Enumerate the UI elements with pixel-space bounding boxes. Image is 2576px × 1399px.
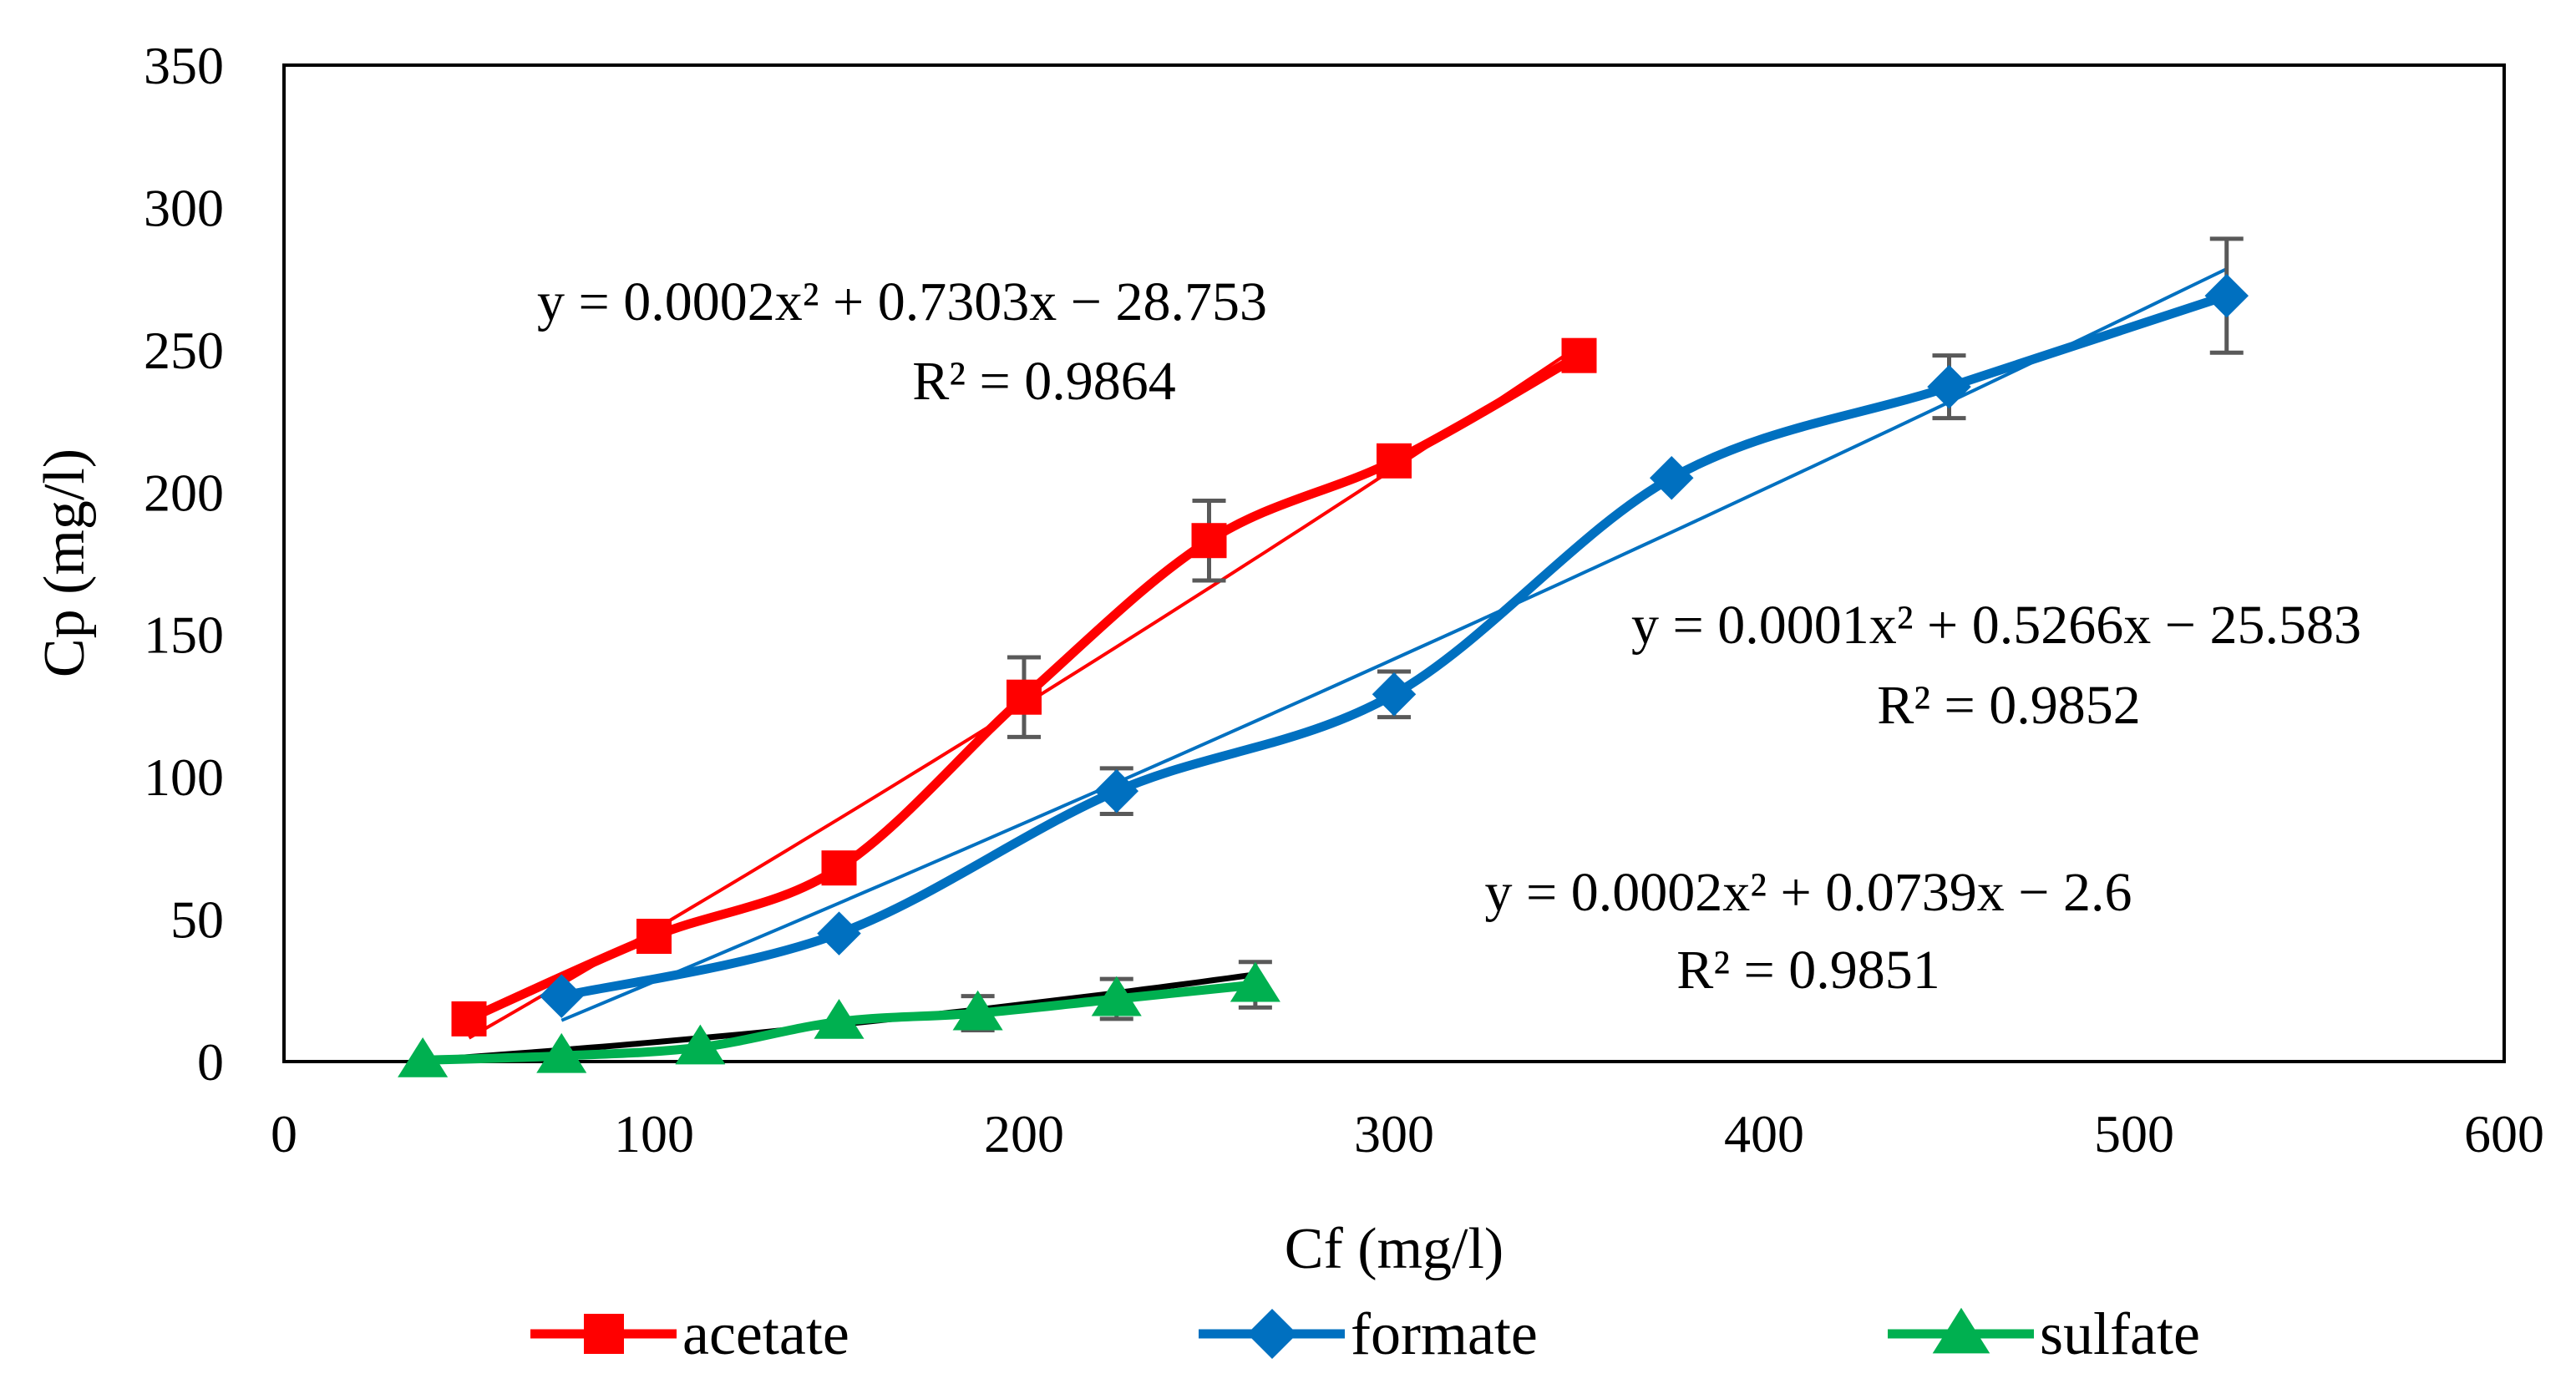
acetate-point xyxy=(1191,523,1227,559)
legend-item-acetate: acetate xyxy=(530,1300,849,1367)
acetate-point xyxy=(451,1001,487,1037)
legend-marker-sulfate xyxy=(1932,1307,1990,1354)
legend-label-sulfate: sulfate xyxy=(2040,1300,2200,1367)
x-axis-label: Cf (mg/l) xyxy=(1285,1217,1504,1281)
sulfate-equation: y = 0.0002x² + 0.0739x − 2.6 xyxy=(1485,862,2132,923)
formate-point xyxy=(1094,768,1138,814)
x-tick-label: 400 xyxy=(1724,1104,1804,1163)
sulfate-point xyxy=(398,1037,449,1077)
acetate-point xyxy=(636,919,672,955)
y-tick-label: 100 xyxy=(144,748,224,807)
legend-marker-formate xyxy=(1247,1309,1297,1359)
formate-point xyxy=(540,974,584,1018)
series-layer xyxy=(398,236,2249,1077)
formate-point xyxy=(1927,364,1971,409)
y-tick-label: 250 xyxy=(144,321,224,380)
sulfate-point xyxy=(675,1024,726,1065)
formate-r2: R² = 0.9852 xyxy=(1877,675,2141,736)
sulfate-point xyxy=(814,998,865,1039)
y-tick-label: 350 xyxy=(144,36,224,95)
sulfate-point xyxy=(952,990,1003,1031)
formate-point xyxy=(1372,672,1417,717)
sulfate-series xyxy=(398,960,1280,1077)
plot-area xyxy=(282,63,2506,1063)
y-axis-label: Cp (mg/l) xyxy=(33,449,97,677)
formate-equation: y = 0.0001x² + 0.5266x − 25.583 xyxy=(1631,595,2361,656)
x-tick-label: 300 xyxy=(1354,1104,1434,1163)
y-tick-label: 300 xyxy=(144,178,224,237)
acetate-equation: y = 0.0002x² + 0.7303x − 28.753 xyxy=(537,271,1267,332)
formate-series xyxy=(540,236,2249,1022)
y-tick-label: 150 xyxy=(144,606,224,665)
acetate-point xyxy=(1561,337,1597,373)
acetate-point xyxy=(1007,679,1042,715)
x-axis-ticks: 0 100 200 300 400 500 600 xyxy=(271,1104,2544,1163)
sulfate-point xyxy=(536,1032,587,1073)
legend: acetate formate sulfate xyxy=(530,1300,2200,1367)
y-axis-ticks: 0 50 100 150 200 250 300 350 xyxy=(144,36,224,1092)
x-tick-label: 500 xyxy=(2094,1104,2174,1163)
x-tick-label: 0 xyxy=(271,1104,297,1163)
acetate-point xyxy=(1377,443,1412,479)
legend-item-formate: formate xyxy=(1199,1300,1538,1367)
sulfate-point xyxy=(1230,961,1280,1002)
legend-item-sulfate: sulfate xyxy=(1888,1300,2200,1367)
sulfate-r2: R² = 0.9851 xyxy=(1676,940,1940,1001)
acetate-point xyxy=(821,850,857,886)
acetate-r2: R² = 0.9864 xyxy=(912,351,1176,412)
x-tick-label: 100 xyxy=(614,1104,694,1163)
acetate-series xyxy=(451,337,1597,1040)
y-tick-label: 200 xyxy=(144,463,224,522)
sulfate-point xyxy=(1091,976,1142,1016)
formate-point xyxy=(1650,455,1694,500)
y-tick-label: 50 xyxy=(170,890,224,950)
x-tick-label: 600 xyxy=(2464,1104,2544,1163)
legend-marker-acetate xyxy=(584,1314,624,1354)
legend-label-acetate: acetate xyxy=(682,1300,849,1367)
x-tick-label: 200 xyxy=(984,1104,1064,1163)
formate-point xyxy=(2204,273,2249,318)
legend-label-formate: formate xyxy=(1351,1300,1538,1367)
formate-point xyxy=(817,911,861,955)
y-tick-label: 0 xyxy=(197,1032,224,1092)
